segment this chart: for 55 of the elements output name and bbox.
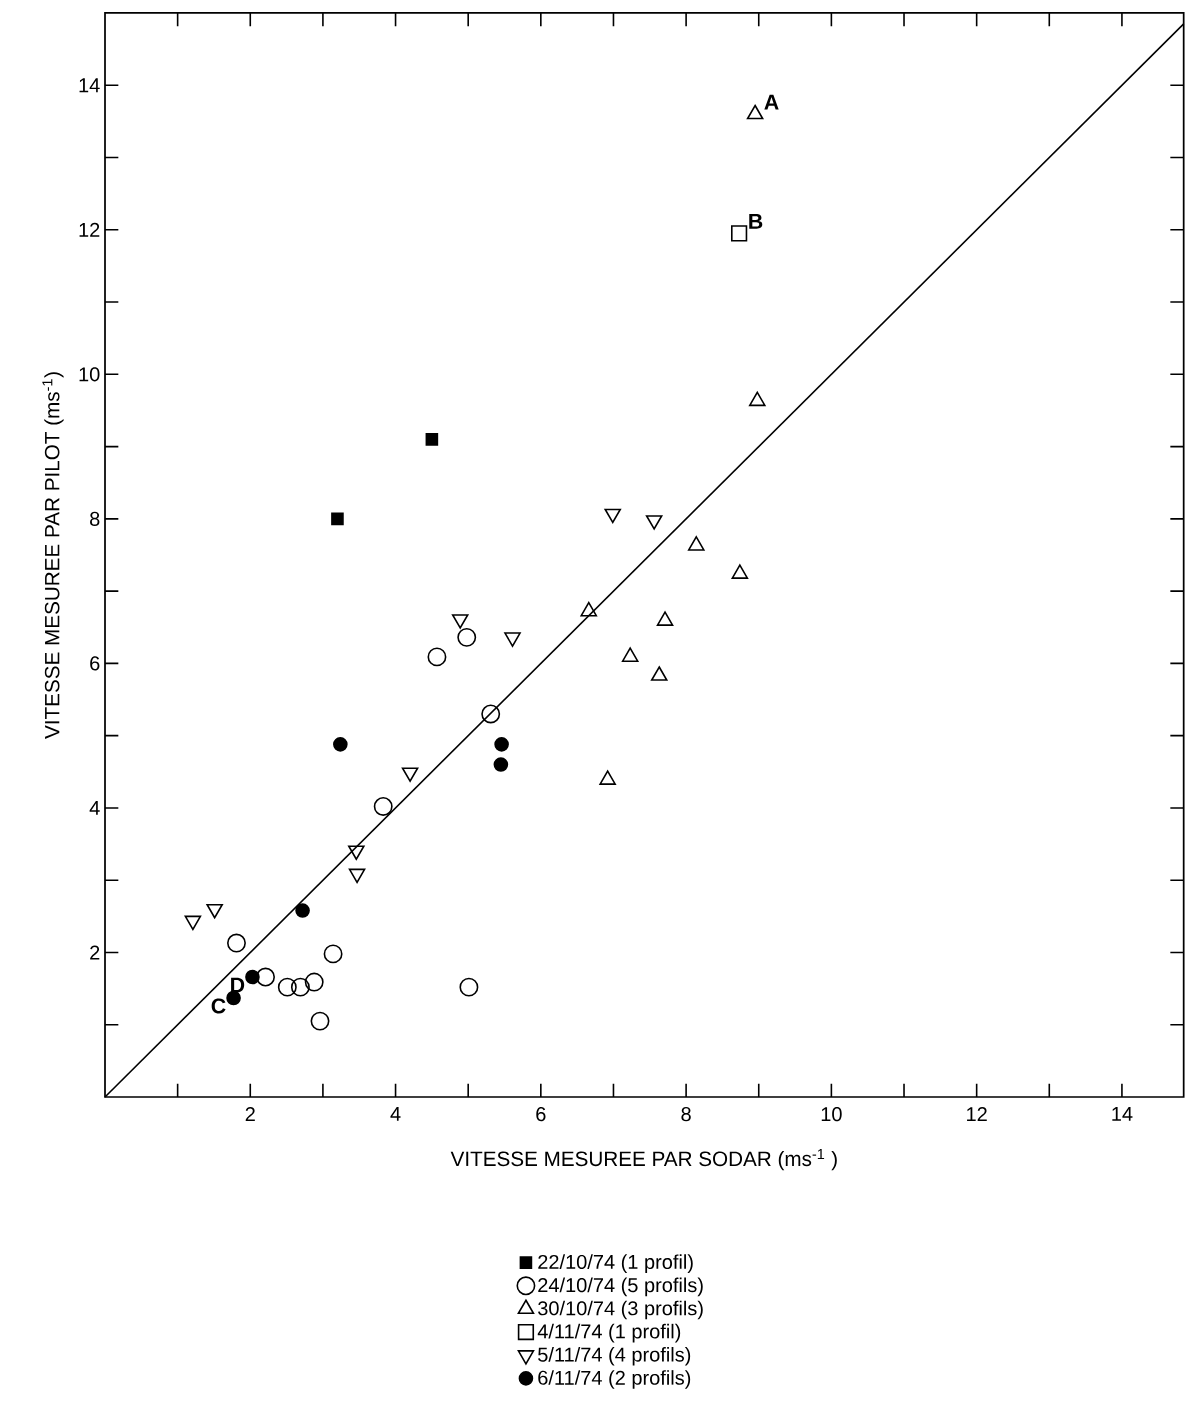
point	[427, 647, 447, 667]
y-tick-label: 2	[90, 945, 100, 960]
point	[580, 601, 598, 617]
point	[290, 977, 310, 997]
point	[599, 770, 616, 785]
annotation: A	[764, 94, 779, 110]
legend-label: 30/10/74 (3 profils)	[538, 1300, 703, 1320]
point	[731, 564, 749, 579]
point	[323, 944, 343, 964]
point	[493, 757, 509, 772]
y-tick-label: 12	[79, 222, 100, 237]
point	[687, 536, 705, 551]
point	[295, 903, 310, 918]
point	[256, 967, 275, 987]
point	[459, 977, 479, 997]
point	[304, 972, 324, 992]
legend-label: 5/11/74 (4 profils)	[538, 1346, 691, 1366]
point	[333, 737, 348, 752]
point	[227, 933, 246, 953]
x-tick-label: 8	[681, 1107, 691, 1122]
point	[331, 512, 344, 526]
point	[457, 627, 477, 647]
point	[481, 704, 501, 724]
annotation: C	[211, 998, 226, 1014]
x-tick-label: 14	[1112, 1107, 1133, 1121]
x-tick-label: 6	[536, 1107, 546, 1122]
annotation: D	[231, 977, 245, 993]
point	[650, 666, 668, 681]
point	[277, 977, 297, 997]
point	[656, 611, 674, 626]
x-tick-label: 4	[390, 1107, 401, 1121]
y-tick-label: 14	[79, 78, 100, 93]
legend-label: 4/11/74 (1 profil)	[537, 1323, 681, 1343]
point	[425, 433, 439, 446]
y-tick-label: 6	[90, 656, 100, 671]
y-tick-label: 8	[90, 511, 100, 526]
x-tick-label: 10	[821, 1107, 842, 1122]
y-axis-title: VITESSE MESUREE PAR PILOT (ms$^{-1}$)	[42, 372, 64, 739]
x-tick-label: 12	[967, 1107, 987, 1121]
point	[748, 391, 766, 407]
point	[310, 1011, 330, 1031]
x-tick-label: 2	[245, 1107, 255, 1121]
point	[731, 225, 748, 242]
point	[621, 647, 639, 663]
point	[373, 797, 393, 816]
x-axis-title: VITESSE MESUREE PAR SODAR (ms$^{-1}$ )	[450, 1149, 837, 1171]
point	[245, 969, 260, 985]
y-tick-label: 4	[89, 801, 100, 815]
point	[494, 737, 509, 752]
legend-label: 24/10/74 (5 profils)	[538, 1277, 703, 1297]
point	[746, 104, 764, 120]
legend-label: 6/11/74 (2 profils)	[538, 1370, 691, 1389]
y-tick-label: 10	[79, 367, 100, 382]
legend-label: 22/10/74 (1 profil)	[538, 1254, 693, 1273]
annotation: B	[749, 214, 763, 229]
